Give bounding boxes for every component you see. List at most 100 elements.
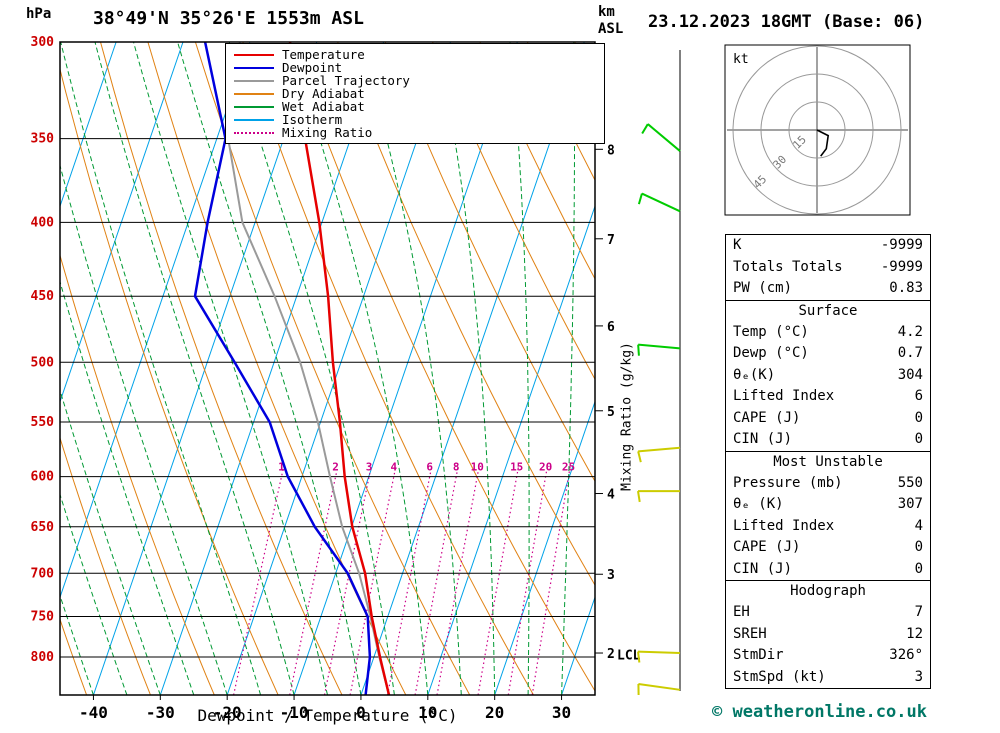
- svg-text:450: 450: [31, 289, 55, 304]
- chart-frame: [59, 41, 596, 696]
- sounding-profiles: [193, 42, 391, 695]
- svg-text:2: 2: [607, 647, 615, 662]
- table-row-value: 0: [914, 539, 923, 555]
- table-row: Lifted Index 4: [726, 516, 930, 538]
- table-row-label: Temp (°C): [733, 323, 809, 340]
- table-row-label: CIN (J): [733, 560, 793, 577]
- table-row: CAPE (J) 0: [726, 537, 930, 559]
- hodograph-ring: [788, 101, 846, 159]
- table-row-value: 0: [914, 431, 923, 447]
- table-row-value: 0: [914, 560, 923, 577]
- table-row-label: Totals Totals: [733, 258, 843, 275]
- svg-text:800: 800: [31, 650, 55, 665]
- wet-adiabat-lines: [60, 42, 595, 695]
- page-title: 38°49'N 35°26'E 1553m ASL: [93, 8, 364, 29]
- svg-text:10: 10: [418, 703, 437, 722]
- profile-dewpoint: [193, 42, 372, 695]
- legend-swatch-dry_adiabat: [234, 92, 274, 95]
- table-section-header: Most Unstable: [773, 453, 883, 470]
- table-row: SREH 12: [726, 624, 930, 646]
- svg-text:400: 400: [31, 215, 55, 230]
- table-row-value: 307: [897, 496, 923, 512]
- legend-item: Dry Adiabat: [232, 87, 598, 100]
- table-row-label: θₑ (K): [733, 496, 784, 512]
- table-row-value: 0.83: [889, 280, 923, 296]
- table-row-value: 7: [914, 604, 923, 620]
- legend-label: Isotherm: [282, 112, 343, 127]
- indices-table: K -9999 Totals Totals -9999 PW (cm) 0.83 Surfa…: [725, 234, 931, 689]
- table-row-label: CAPE (J): [733, 409, 801, 426]
- table-row: θₑ (K) 307: [726, 494, 930, 516]
- wind-barb-column: [637, 50, 681, 695]
- legend-label: Dry Adiabat: [282, 86, 365, 101]
- km-axis-unit-line2: ASL: [598, 21, 624, 37]
- table-row-value: -9999: [880, 237, 923, 253]
- table-row-label: Pressure (mb): [733, 474, 843, 491]
- svg-text:650: 650: [31, 520, 55, 535]
- svg-text:6: 6: [607, 320, 615, 335]
- table-section: Surface Temp (°C) 4.2 Dewp (°C) 0.7 θₑ(K) 304 L…: [726, 299, 930, 451]
- table-row-label: PW (cm): [733, 280, 793, 296]
- isotherm-lines: [60, 42, 595, 695]
- svg-text:30: 30: [552, 703, 571, 722]
- pressure-axis-unit: hPa: [26, 6, 52, 22]
- table-row: Totals Totals -9999: [726, 257, 930, 279]
- table-row-value: -9999: [880, 258, 923, 275]
- table-row: CIN (J) 0: [726, 559, 930, 581]
- hodograph-ring: [760, 73, 874, 187]
- km-axis: 8 7 6 5 4 3 2: [595, 143, 615, 662]
- mixing-ratio-axis-label: Mixing Ratio (g/kg): [619, 342, 635, 491]
- legend-swatch-parcel: [234, 79, 274, 82]
- table-row: Lifted Index 6: [726, 386, 930, 408]
- svg-text:600: 600: [31, 470, 55, 485]
- datetime-label: 23.12.2023 18GMT (Base: 06): [648, 12, 925, 32]
- wind-barb: [647, 123, 681, 152]
- legend-item: Mixing Ratio: [232, 126, 598, 139]
- legend-label: Temperature: [282, 47, 365, 62]
- wind-barb: [641, 192, 681, 213]
- table-row-value: 326°: [889, 647, 923, 663]
- svg-text:2: 2: [332, 461, 339, 474]
- table-section: Most Unstable Pressure (mb) 550 θₑ (K) 307 Li…: [726, 450, 930, 581]
- table-row: Dewp (°C) 0.7: [726, 343, 930, 365]
- svg-text:750: 750: [31, 610, 55, 625]
- table-row-value: 4.2: [897, 323, 923, 340]
- table-row-label: Lifted Index: [733, 517, 835, 534]
- profile-temperature: [288, 42, 391, 695]
- legend-label: Wet Adiabat: [282, 99, 365, 114]
- table-row-value: 6: [914, 388, 923, 404]
- svg-text:20: 20: [485, 703, 504, 722]
- legend-label: Dewpoint: [282, 60, 343, 75]
- table-row-label: θₑ(K): [733, 366, 776, 383]
- table-row-label: StmSpd (kt): [733, 668, 826, 685]
- table-row: CIN (J) 0: [726, 429, 930, 451]
- svg-text:3: 3: [366, 461, 373, 474]
- svg-text:700: 700: [31, 566, 55, 581]
- table-row-value: 550: [897, 474, 923, 491]
- table-row-value: 12: [906, 625, 923, 642]
- legend-item: Temperature: [232, 48, 598, 61]
- table-row-label: SREH: [733, 625, 767, 642]
- table-row-label: CIN (J): [733, 431, 793, 447]
- table-row: EH 7: [726, 602, 930, 624]
- legend: Temperature Dewpoint Parcel Trajectory Dry …: [225, 43, 605, 144]
- table-row: StmSpd (kt) 3: [726, 667, 930, 689]
- svg-text:550: 550: [31, 415, 55, 430]
- legend-swatch-isotherm: [234, 118, 274, 121]
- table-row: Pressure (mb) 550: [726, 473, 930, 495]
- table-row-label: EH: [733, 604, 750, 620]
- wind-barb: [638, 343, 681, 350]
- table-section-header: Hodograph: [790, 583, 866, 599]
- svg-text:4: 4: [390, 461, 397, 474]
- table-row-value: 0: [914, 409, 923, 426]
- svg-text:-30: -30: [146, 703, 175, 722]
- legend-label: Parcel Trajectory: [282, 73, 410, 88]
- svg-text:8: 8: [607, 143, 615, 158]
- svg-text:6: 6: [426, 461, 433, 474]
- table-row-label: K: [733, 237, 742, 253]
- svg-text:500: 500: [31, 355, 55, 370]
- legend-item: Isotherm: [232, 113, 598, 126]
- table-row-value: 4: [914, 517, 923, 534]
- mixing-ratio-lines: [233, 465, 571, 695]
